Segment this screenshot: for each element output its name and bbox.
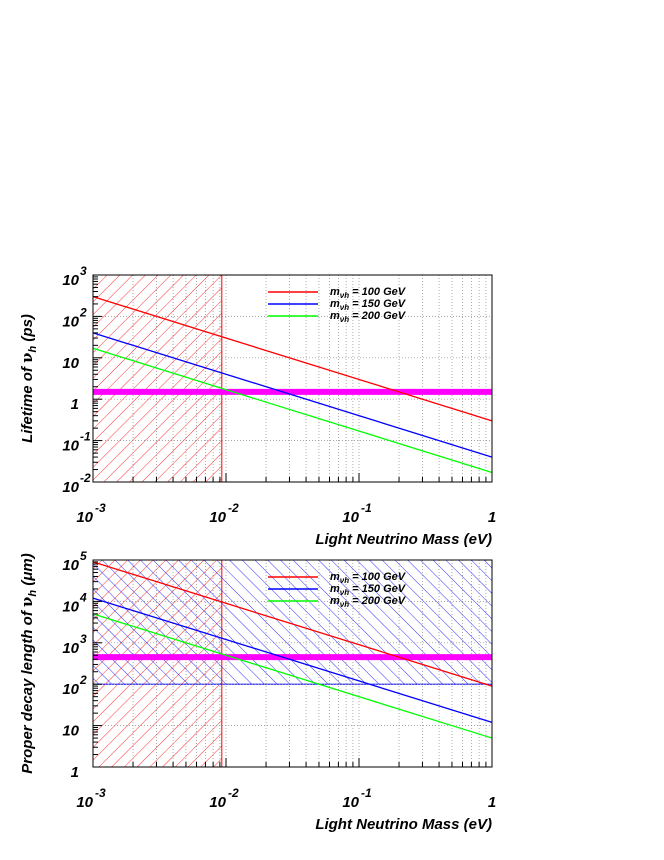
x-tick-label: 10 [209,794,226,811]
y-tick-exponent: 4 [79,590,87,604]
y-tick-label: 1 [71,396,79,413]
y-tick-label: 10 [62,272,79,289]
plot-frame [92,274,493,483]
x-axis-title: Light Neutrino Mass (eV) [315,816,492,833]
legend-label-1: mνh = 100 GeV [330,571,407,585]
x-tick-exponent: -2 [228,501,239,515]
grid [93,275,492,482]
hatched-region-red-hatch [92,274,223,483]
series-line-3 [92,613,493,739]
x-tick-exponent: -1 [361,501,372,515]
axis-ticks [92,276,487,483]
hatched-region-blue-hatch [92,559,493,685]
y-tick-exponent: -2 [80,471,91,485]
legend-label-2: mνh = 150 GeV [330,583,407,597]
series-line-3 [92,347,493,474]
y-axis-title: Lifetime of νh (ps) [18,314,39,443]
x-tick-exponent: -1 [361,786,372,800]
y-tick-label: 10 [62,598,79,615]
legend-label-3: mνh = 200 GeV [330,595,407,609]
y-tick-exponent: 2 [79,673,87,687]
series-line-1 [92,561,493,687]
x-tick-label: 10 [342,794,359,811]
y-tick-exponent: -1 [80,430,91,444]
legend-label-2: mνh = 150 GeV [330,298,407,312]
y-tick-label: 10 [62,640,79,657]
y-tick-label: 10 [62,355,79,372]
x-tick-label: 1 [488,509,496,526]
y-tick-label: 10 [62,438,79,455]
legend-label-3: mνh = 200 GeV [330,310,407,324]
grid [93,560,492,767]
y-tick-exponent: 2 [79,305,87,319]
y-tick-label: 10 [62,681,79,698]
x-tick-label: 10 [209,509,226,526]
series-line-2 [92,597,493,723]
series-line-2 [92,332,493,458]
x-tick-label: 10 [76,794,93,811]
legend-label-1: mνh = 100 GeV [330,286,407,300]
y-tick-exponent: 3 [80,264,87,278]
x-tick-exponent: -3 [95,501,106,515]
x-axis-title: Light Neutrino Mass (eV) [315,531,492,548]
y-tick-exponent: 3 [80,632,87,646]
x-tick-exponent: -3 [95,786,106,800]
y-tick-label: 1 [71,764,79,781]
series-line-1 [92,296,493,422]
y-tick-label: 10 [62,557,79,574]
y-tick-label: 10 [62,723,79,740]
x-tick-label: 10 [76,509,93,526]
x-tick-exponent: -2 [228,786,239,800]
axis-ticks [92,561,487,768]
y-tick-exponent: 5 [80,549,87,563]
y-axis-title: Proper decay length of νh (μm) [18,553,39,773]
plot-frame [92,559,493,768]
x-tick-label: 10 [342,509,359,526]
x-tick-label: 1 [488,794,496,811]
y-tick-label: 10 [62,313,79,330]
y-tick-label: 10 [62,479,79,496]
